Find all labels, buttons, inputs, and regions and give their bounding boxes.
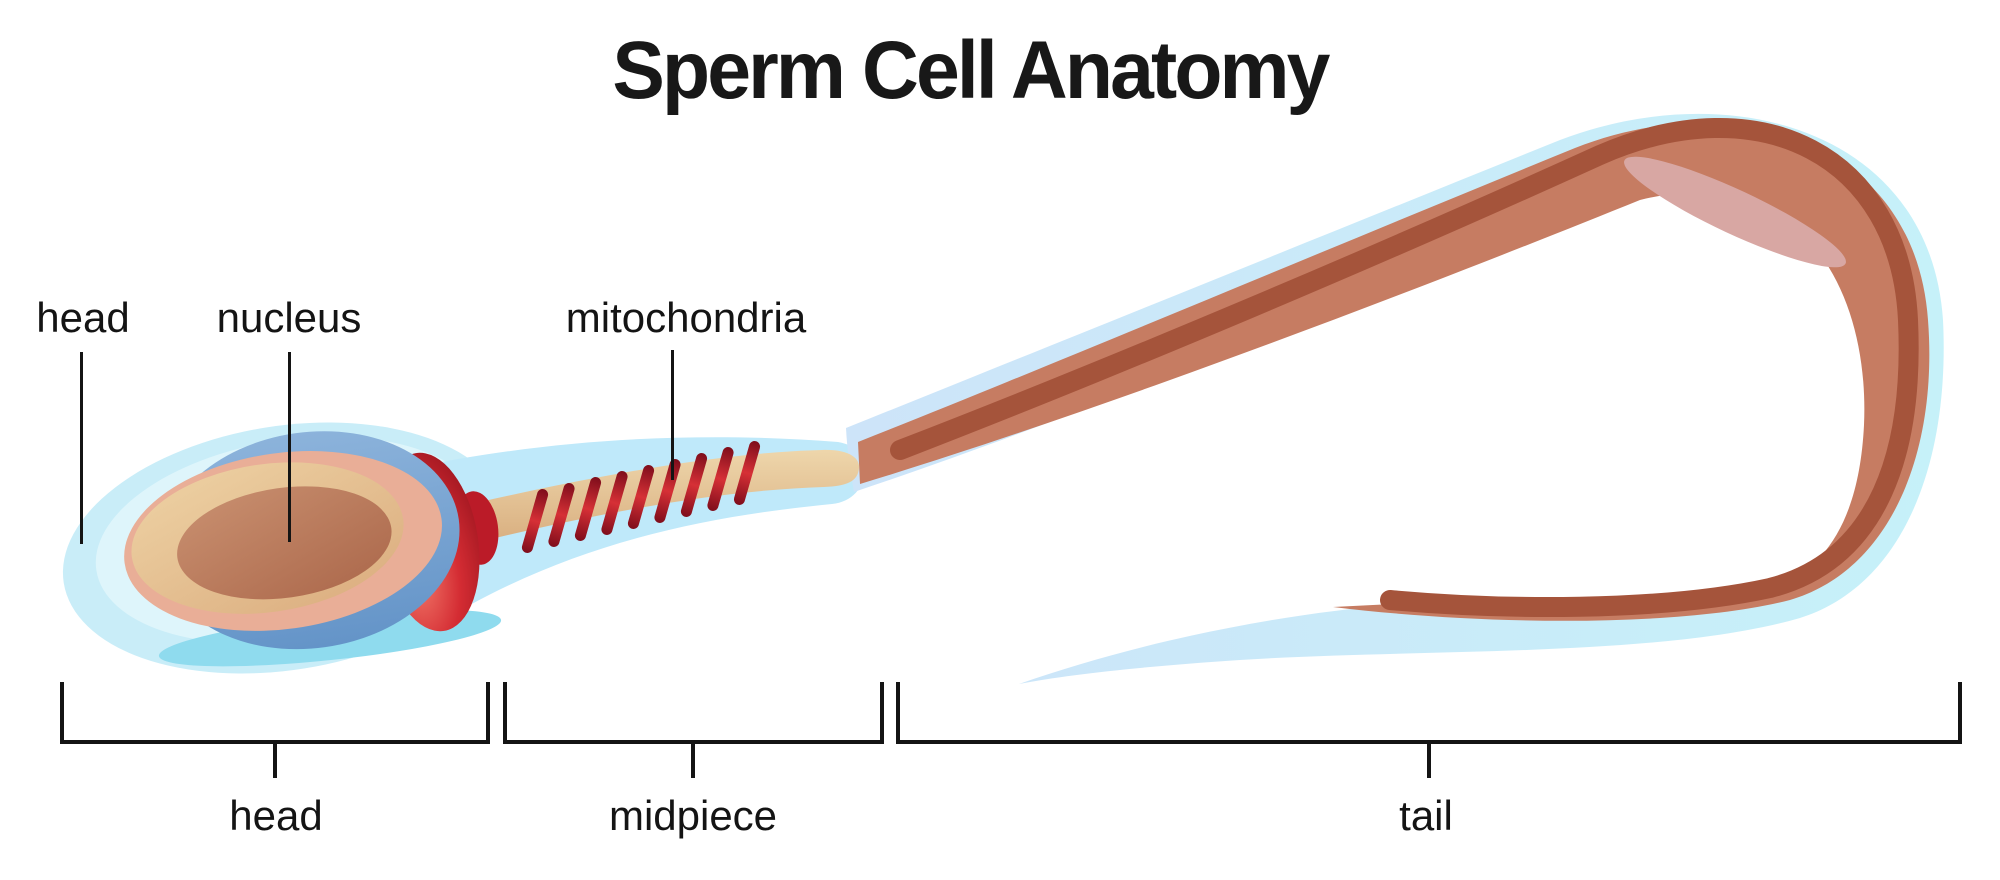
bracket-label-head: head (229, 792, 323, 839)
bracket-head (60, 682, 490, 744)
mitochondrion-coil (521, 489, 549, 553)
bracket-label-midpiece: midpiece (608, 792, 778, 839)
leader-line-head (80, 352, 83, 544)
mitochondrion-coil (601, 471, 628, 535)
bracket-midpiece-tick (691, 744, 695, 778)
mitochondria-coils (521, 441, 761, 553)
leader-line-nucleus (288, 352, 291, 542)
tail-highlight (1624, 156, 1846, 268)
bracket-head-tick (273, 744, 277, 778)
diagram-title: Sperm Cell Anatomy (612, 25, 1330, 116)
mitochondrion-coil (707, 447, 734, 511)
mitochondrion-coil (574, 477, 602, 541)
callout-label-mitochondria: mitochondria (565, 294, 807, 341)
mitochondrion-coil (548, 483, 575, 547)
bracket-tail (896, 682, 1962, 744)
callout-label-nucleus: nucleus (216, 294, 362, 341)
mitochondrion-coil (627, 465, 655, 529)
mitochondrion-coil (654, 459, 681, 523)
mitochondrion-coil (680, 453, 708, 517)
nucleus-core (177, 486, 392, 600)
mitochondrion-coil (733, 441, 761, 505)
tail-core (890, 118, 1919, 618)
bracket-tail-tick (1427, 744, 1431, 778)
bracket-label-tail: tail (1399, 792, 1453, 839)
bracket-midpiece (503, 682, 884, 744)
leader-line-mitochondria (671, 350, 674, 480)
callout-label-head: head (36, 294, 130, 341)
